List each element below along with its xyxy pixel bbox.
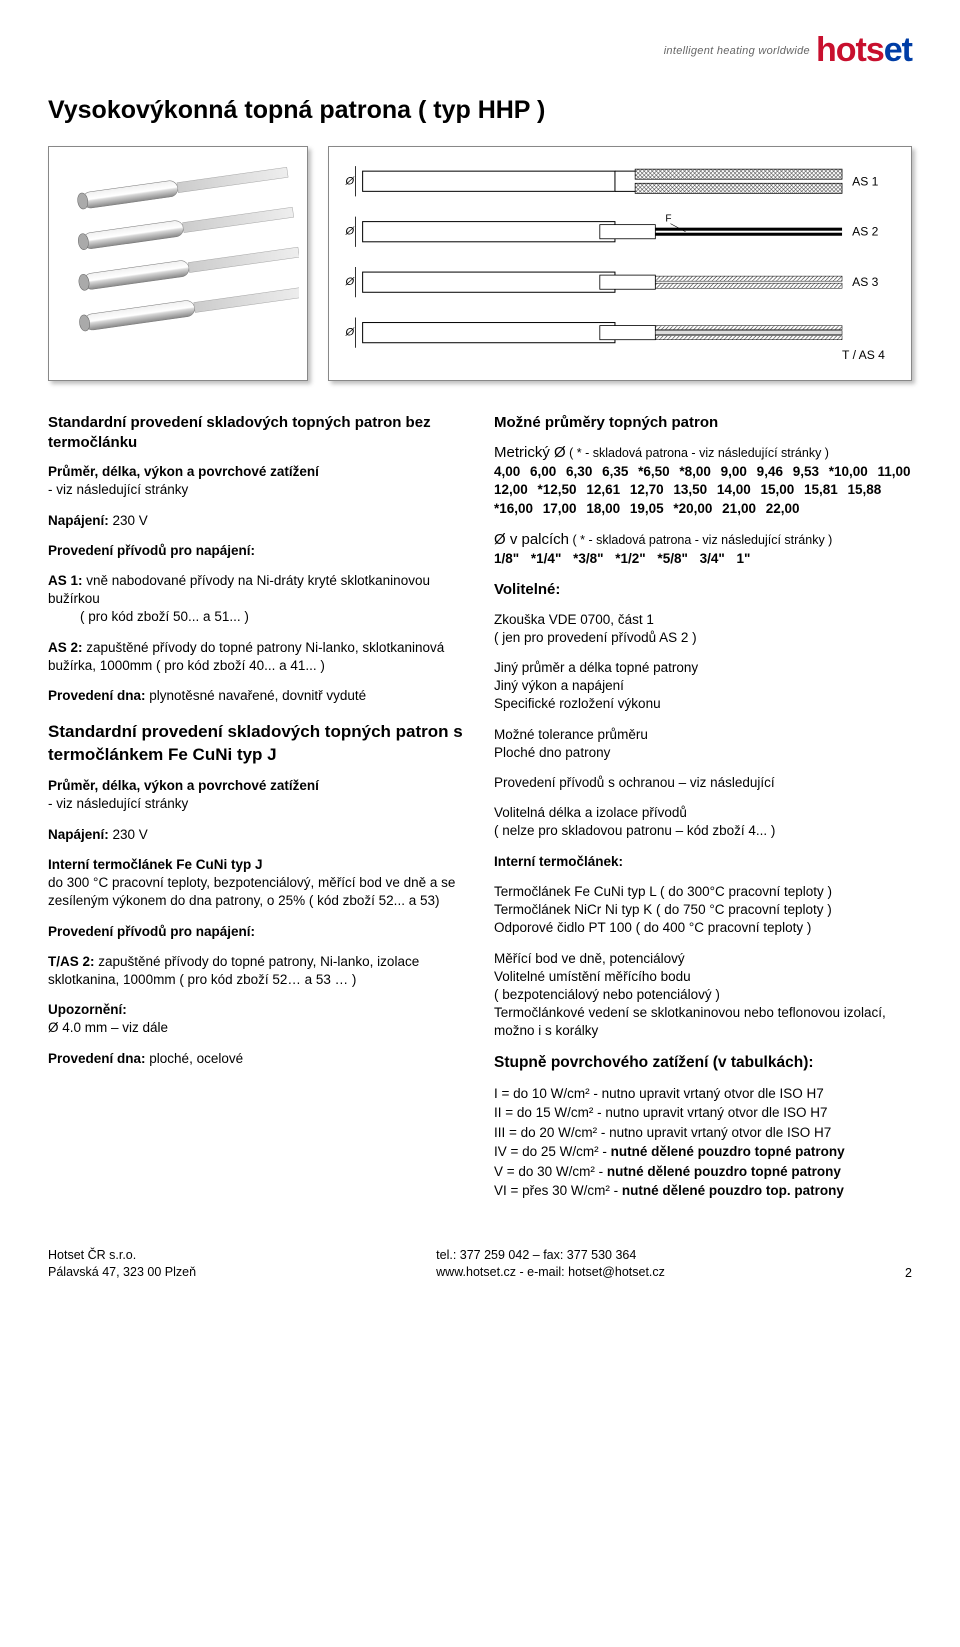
supply-2: Napájení: 230 V <box>48 826 466 844</box>
heading-diameters: Možné průměry topných patron <box>494 413 912 433</box>
as2-block: AS 2: zapuštěné přívody do topné patrony… <box>48 639 466 675</box>
opt-other-dims: Jiný průměr a délka topné patrony Jiný v… <box>494 659 912 714</box>
logo: hotset <box>816 28 912 74</box>
svg-text:Ø: Ø <box>344 225 355 237</box>
tagline: intelligent heating worldwide <box>664 44 810 59</box>
svg-text:Ø: Ø <box>344 276 355 288</box>
svg-text:AS 1: AS 1 <box>852 174 879 188</box>
figure-row: Ø AS 1 Ø F A <box>48 146 912 381</box>
surface-load-list: I = do 10 W/cm² - nutno upravit vrtaný o… <box>494 1084 912 1201</box>
page-title: Vysokovýkonná topná patrona ( typ HHP ) <box>48 94 912 128</box>
heading-std-tc: Standardní provedení skladových topných … <box>48 721 466 767</box>
svg-text:T / AS 4: T / AS 4 <box>842 348 885 362</box>
leads-header-2: Provedení přívodů pro napájení: <box>48 923 466 941</box>
footer-contact: tel.: 377 259 042 – fax: 377 530 364 www… <box>436 1247 665 1282</box>
as1-block: AS 1: vně nabodované přívody na Ni-dráty… <box>48 572 466 627</box>
supply: Napájení: 230 V <box>48 512 466 530</box>
svg-text:F: F <box>665 213 671 224</box>
leads-header: Provedení přívodů pro napájení: <box>48 542 466 560</box>
internal-tc-header: Interní termočlánek: <box>494 853 912 871</box>
dims-ref-2: Průměr, délka, výkon a povrchové zatížen… <box>48 777 466 813</box>
header: intelligent heating worldwide hotset <box>48 28 912 74</box>
opt-lead-length: Volitelná délka a izolace přívodů ( nelz… <box>494 804 912 840</box>
internal-tc: Interní termočlánek Fe CuNi typ J do 300… <box>48 856 466 911</box>
svg-text:Ø: Ø <box>344 326 355 338</box>
footer: Hotset ČR s.r.o. Pálavská 47, 323 00 Plz… <box>48 1243 912 1282</box>
optional-header: Volitelné: <box>494 580 912 600</box>
heading-std-no-tc: Standardní provedení skladových topných … <box>48 413 466 454</box>
surface-load-header: Stupně povrchového zatížení (v tabulkách… <box>494 1053 912 1074</box>
tc-details: Měřící bod ve dně, potenciálový Voliteln… <box>494 950 912 1041</box>
opt-leads-protect: Provedení přívodů s ochranou – viz násle… <box>494 774 912 792</box>
dims-ref: Průměr, délka, výkon a povrchové zatížen… <box>48 463 466 499</box>
svg-text:AS 2: AS 2 <box>852 224 879 238</box>
bottom-design-2: Provedení dna: ploché, ocelové <box>48 1050 466 1068</box>
right-column: Možné průměry topných patron Metrický Ø … <box>494 409 912 1213</box>
svg-text:Ø: Ø <box>344 175 355 187</box>
technical-diagram: Ø AS 1 Ø F A <box>328 146 912 381</box>
opt-vde: Zkouška VDE 0700, část 1 ( jen pro prove… <box>494 611 912 647</box>
page-number: 2 <box>905 1265 912 1282</box>
tc-list: Termočlánek Fe CuNi typ L ( do 300°C pra… <box>494 883 912 938</box>
opt-tolerance: Možné tolerance průměru Ploché dno patro… <box>494 726 912 762</box>
metric-block: Metrický Ø ( * - skladová patrona - viz … <box>494 443 912 518</box>
tas2-block: T/AS 2: zapuštěné přívody do topné patro… <box>48 953 466 989</box>
svg-text:AS 3: AS 3 <box>852 275 879 289</box>
product-photo <box>48 146 308 381</box>
warning: Upozornění: Ø 4.0 mm – viz dále <box>48 1001 466 1037</box>
bottom-design: Provedení dna: plynotěsné navařené, dovn… <box>48 687 466 705</box>
left-column: Standardní provedení skladových topných … <box>48 409 466 1213</box>
inch-block: Ø v palcích ( * - skladová patrona - viz… <box>494 530 912 568</box>
footer-company: Hotset ČR s.r.o. Pálavská 47, 323 00 Plz… <box>48 1247 196 1282</box>
